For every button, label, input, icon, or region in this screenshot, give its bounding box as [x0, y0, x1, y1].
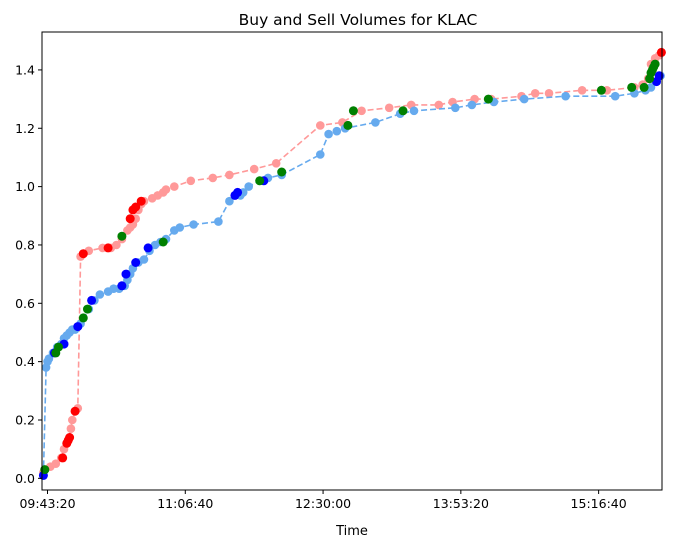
y-tick-label: 1.4 — [15, 62, 35, 77]
series-0-point — [434, 100, 444, 110]
series-0-point — [225, 170, 234, 180]
blue-marker — [131, 258, 141, 267]
green-marker — [483, 94, 493, 104]
y-tick-label: 0.6 — [15, 296, 35, 311]
series-1-point — [467, 100, 477, 110]
y-tick-label: 0.8 — [15, 237, 35, 252]
series-0-point — [66, 424, 76, 434]
red-marker — [131, 202, 141, 212]
green-marker — [277, 167, 287, 177]
x-axis-label: Time — [335, 524, 368, 539]
series-1-point — [332, 126, 342, 136]
axes-frame — [41, 31, 663, 491]
series-1-point — [519, 94, 529, 104]
red-marker — [103, 243, 113, 253]
blue-marker — [143, 243, 153, 253]
green-marker — [398, 106, 408, 116]
green-marker — [158, 237, 168, 247]
plot-area — [38, 47, 666, 480]
green-marker — [78, 313, 88, 323]
axes: 09:43:20 11:06:40 12:30:00 13:53:20 15:16:40… — [15, 31, 663, 511]
x-tick-label: 11:06:40 — [157, 496, 213, 511]
series-1-point — [409, 106, 419, 116]
green-marker — [650, 59, 660, 69]
red-marker — [78, 249, 88, 259]
series-1-point — [610, 91, 620, 101]
y-tick-label: 1.0 — [15, 179, 35, 194]
x-tick-label: 13:53:20 — [433, 496, 489, 511]
blue-marker — [233, 187, 243, 197]
green-marker — [343, 120, 353, 130]
series-1-point — [189, 220, 198, 229]
series-0-point — [249, 164, 259, 174]
series-1-point — [175, 223, 185, 232]
y-tick-label: 0.2 — [15, 412, 35, 427]
green-marker — [117, 231, 127, 241]
red-marker — [58, 453, 68, 463]
x-tick-label: 15:16:40 — [571, 496, 627, 511]
series-1-point — [646, 83, 656, 92]
green-marker — [639, 82, 649, 92]
series-0-point — [68, 415, 77, 425]
series-0-point — [186, 176, 196, 186]
series-0-point — [384, 103, 394, 113]
green-marker — [54, 342, 63, 352]
series-0-point — [208, 173, 218, 183]
series-0-point — [577, 86, 587, 95]
series-1-point — [316, 150, 325, 159]
y-tick-label: 0.4 — [15, 354, 35, 369]
green-marker — [596, 85, 606, 95]
blue-marker — [117, 281, 127, 291]
series-1-point — [139, 255, 149, 264]
red-marker — [65, 433, 75, 442]
green-marker — [40, 465, 50, 475]
series-1-point — [324, 129, 333, 139]
series-0-point — [544, 89, 554, 98]
series-0-point — [530, 89, 540, 98]
series-0-point — [51, 459, 61, 469]
green-marker — [348, 106, 358, 116]
green-marker — [627, 82, 637, 92]
red-marker — [656, 47, 666, 57]
y-tick-label: 0.0 — [15, 471, 35, 486]
series-1-point — [451, 103, 460, 113]
series-0-point — [161, 185, 171, 194]
y-tick-label: 1.2 — [15, 121, 35, 136]
blue-marker — [87, 295, 97, 305]
green-marker — [83, 304, 92, 314]
series-0-point — [170, 182, 179, 191]
series-0-point — [357, 106, 366, 116]
chart-title: Buy and Sell Volumes for KLAC — [239, 11, 478, 29]
green-marker — [255, 176, 265, 186]
series-0-point — [271, 159, 281, 168]
series-1-point — [225, 196, 234, 206]
series-0-point — [316, 121, 325, 130]
series-1-point — [95, 290, 105, 299]
blue-marker — [654, 71, 664, 81]
blue-marker — [73, 322, 83, 332]
series-1-point — [561, 91, 570, 101]
red-marker — [136, 196, 146, 206]
red-marker — [125, 214, 135, 224]
blue-marker — [121, 269, 131, 279]
x-tick-label: 09:43:20 — [19, 496, 75, 511]
red-marker — [70, 406, 80, 416]
x-tick-label: 12:30:00 — [295, 496, 351, 511]
series-1-point — [244, 182, 253, 191]
series-0-point — [112, 240, 121, 250]
series-1-point — [371, 118, 380, 127]
series-1-point — [214, 217, 223, 226]
